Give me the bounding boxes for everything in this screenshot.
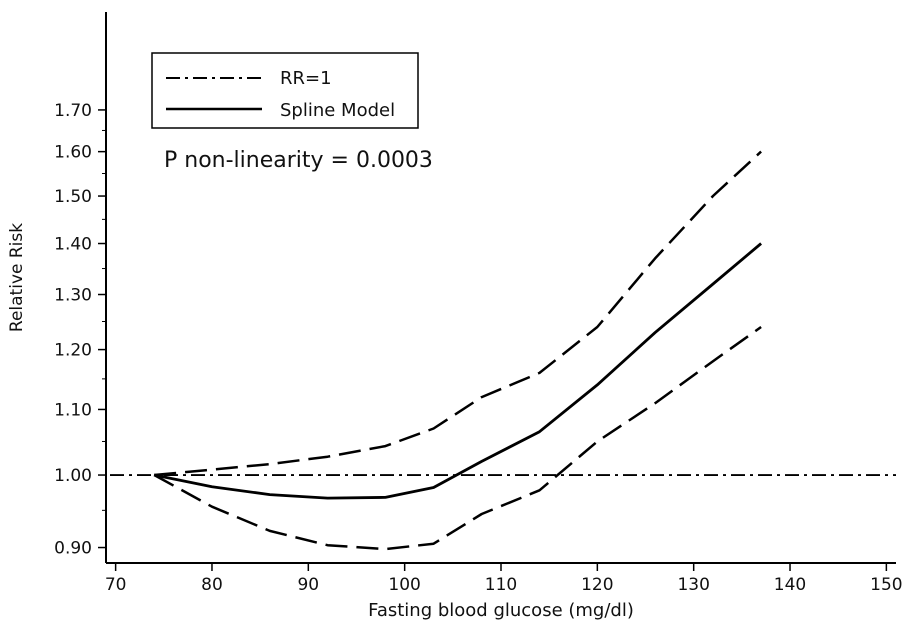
legend-label-rr1: RR=1 bbox=[280, 68, 332, 89]
x-tick-label: 110 bbox=[485, 575, 517, 595]
ticks: 0.90 1.00 1.10 1.20 1.30 1.40 1.50 1.60 1.70 70 80… bbox=[54, 101, 902, 595]
y-tick-label: 1.10 bbox=[54, 400, 92, 420]
y-tick-label: 1.60 bbox=[54, 143, 92, 163]
y-tick-label: 1.40 bbox=[54, 235, 92, 255]
spline-model-line bbox=[153, 242, 763, 500]
x-tick-label: 140 bbox=[774, 575, 806, 595]
series-layer bbox=[110, 150, 896, 551]
x-tick-label: 80 bbox=[201, 575, 223, 595]
legend-label-spline: Spline Model bbox=[280, 100, 395, 121]
y-tick-label: 1.20 bbox=[54, 341, 92, 361]
x-tick-label: 150 bbox=[870, 575, 902, 595]
x-tick-label: 70 bbox=[105, 575, 127, 595]
x-axis-title: Fasting blood glucose (mg/dl) bbox=[368, 600, 634, 620]
p-nonlinearity-annotation: P non-linearity = 0.0003 bbox=[164, 148, 433, 173]
legend: RR=1 Spline Model bbox=[151, 52, 419, 129]
x-tick-label: 120 bbox=[581, 575, 613, 595]
y-tick-label: 1.70 bbox=[54, 101, 92, 121]
y-tick-label: 0.90 bbox=[54, 539, 92, 559]
lower-ci-line bbox=[153, 325, 762, 551]
y-tick-label: 1.00 bbox=[54, 466, 92, 486]
x-tick-label: 90 bbox=[297, 575, 319, 595]
upper-ci-line bbox=[154, 150, 762, 477]
legend-box bbox=[151, 52, 419, 129]
x-tick-label: 100 bbox=[388, 575, 420, 595]
x-tick-label: 130 bbox=[677, 575, 709, 595]
y-tick-label: 1.30 bbox=[54, 286, 92, 306]
y-axis-title: Relative Risk bbox=[7, 223, 27, 332]
y-tick-label: 1.50 bbox=[54, 187, 92, 207]
